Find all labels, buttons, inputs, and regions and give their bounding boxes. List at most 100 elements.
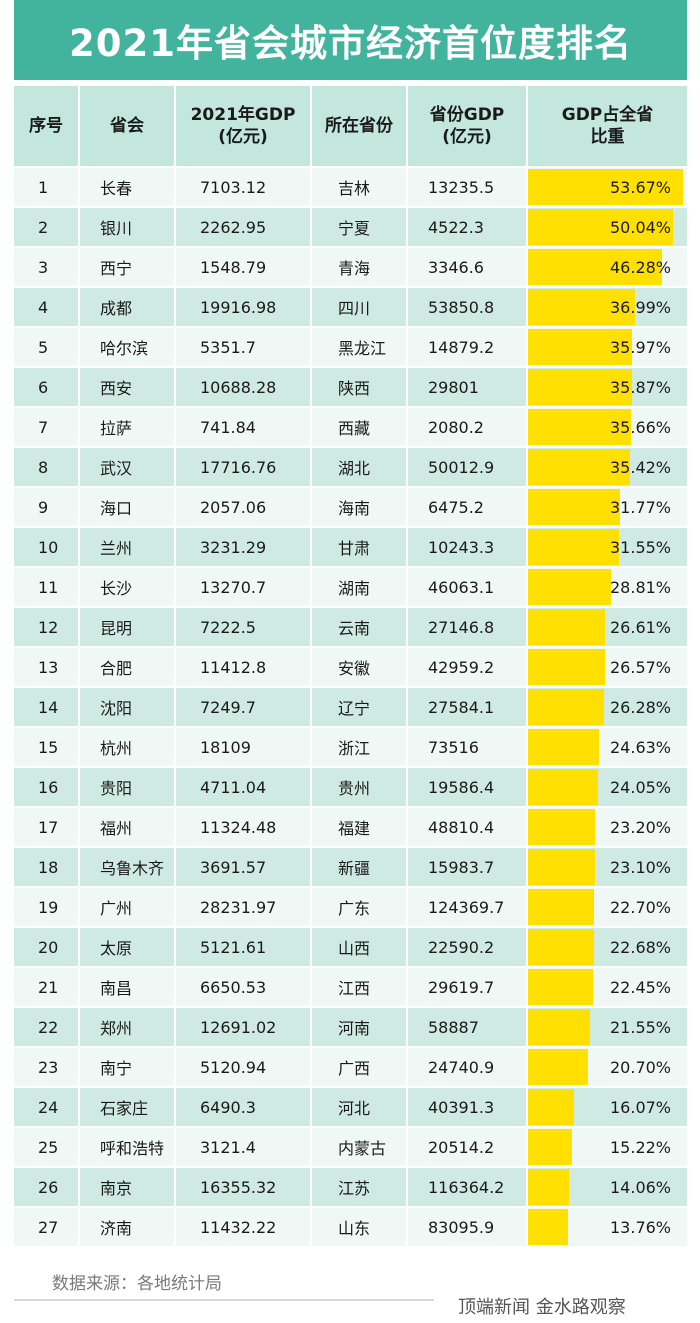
row-province: 内蒙古 xyxy=(312,1128,408,1166)
row-rank: 2 xyxy=(14,208,80,246)
footer: 数据来源：各地统计局 顶端新闻 金水路观察 xyxy=(14,1253,687,1323)
share-bar xyxy=(528,1169,569,1205)
row-city: 长春 xyxy=(80,168,176,206)
table-row: 22 郑州 12691.02 河南 58887 21.55% xyxy=(14,1006,687,1046)
share-bar xyxy=(528,209,673,245)
table-row: 18 乌鲁木齐 3691.57 新疆 15983.7 23.10% xyxy=(14,846,687,886)
title-bar: 2021年省会城市经济首位度排名 xyxy=(14,0,687,80)
row-share: 21.55% xyxy=(528,1008,687,1046)
share-value: 20.70% xyxy=(610,1057,672,1077)
row-share: 23.10% xyxy=(528,848,687,886)
table-row: 21 南昌 6650.53 江西 29619.7 22.45% xyxy=(14,966,687,1006)
row-province-gdp: 27146.8 xyxy=(408,608,528,646)
row-province: 浙江 xyxy=(312,728,408,766)
row-city: 福州 xyxy=(80,808,176,846)
row-rank: 16 xyxy=(14,768,80,806)
row-city: 拉萨 xyxy=(80,408,176,446)
share-value: 26.61% xyxy=(610,617,672,637)
table-row: 6 西安 10688.28 陕西 29801 35.87% xyxy=(14,366,687,406)
row-city-gdp: 6490.3 xyxy=(176,1088,312,1126)
row-city: 沈阳 xyxy=(80,688,176,726)
share-value: 46.28% xyxy=(610,257,672,277)
row-city: 呼和浩特 xyxy=(80,1128,176,1166)
row-share: 24.63% xyxy=(528,728,687,766)
row-city-gdp: 17716.76 xyxy=(176,448,312,486)
row-province: 陕西 xyxy=(312,368,408,406)
share-bar xyxy=(528,529,619,565)
row-city-gdp: 7222.5 xyxy=(176,608,312,646)
row-province-gdp: 73516 xyxy=(408,728,528,766)
row-rank: 12 xyxy=(14,608,80,646)
row-city-gdp: 5351.7 xyxy=(176,328,312,366)
row-rank: 9 xyxy=(14,488,80,526)
row-share: 22.68% xyxy=(528,928,687,966)
share-value: 35.87% xyxy=(610,377,672,397)
row-share: 26.28% xyxy=(528,688,687,726)
row-share: 31.77% xyxy=(528,488,687,526)
row-share: 22.45% xyxy=(528,968,687,1006)
row-province-gdp: 29801 xyxy=(408,368,528,406)
share-value: 50.04% xyxy=(610,217,672,237)
table-row: 19 广州 28231.97 广东 124369.7 22.70% xyxy=(14,886,687,926)
row-province-gdp: 58887 xyxy=(408,1008,528,1046)
row-rank: 19 xyxy=(14,888,80,926)
row-province-gdp: 24740.9 xyxy=(408,1048,528,1086)
row-city: 石家庄 xyxy=(80,1088,176,1126)
share-value: 28.81% xyxy=(610,577,672,597)
row-rank: 22 xyxy=(14,1008,80,1046)
row-city-gdp: 13270.7 xyxy=(176,568,312,606)
row-city-gdp: 11324.48 xyxy=(176,808,312,846)
table-row: 26 南京 16355.32 江苏 116364.2 14.06% xyxy=(14,1166,687,1206)
share-bar xyxy=(528,809,595,845)
footer-credit: 顶端新闻 金水路观察 xyxy=(458,1297,626,1318)
row-province-gdp: 48810.4 xyxy=(408,808,528,846)
row-province: 青海 xyxy=(312,248,408,286)
row-province: 宁夏 xyxy=(312,208,408,246)
row-share: 35.97% xyxy=(528,328,687,366)
row-province-gdp: 116364.2 xyxy=(408,1168,528,1206)
row-city-gdp: 10688.28 xyxy=(176,368,312,406)
table-row: 15 杭州 18109 浙江 73516 24.63% xyxy=(14,726,687,766)
share-bar xyxy=(528,169,683,205)
row-city: 南昌 xyxy=(80,968,176,1006)
footer-divider xyxy=(14,1299,434,1301)
share-value: 22.68% xyxy=(610,937,672,957)
row-province: 甘肃 xyxy=(312,528,408,566)
share-bar xyxy=(528,769,598,805)
row-share: 20.70% xyxy=(528,1048,687,1086)
share-value: 15.22% xyxy=(610,1137,672,1157)
share-bar xyxy=(528,929,594,965)
row-province: 吉林 xyxy=(312,168,408,206)
row-province-gdp: 29619.7 xyxy=(408,968,528,1006)
row-rank: 15 xyxy=(14,728,80,766)
row-province: 安徽 xyxy=(312,648,408,686)
page-title: 2021年省会城市经济首位度排名 xyxy=(69,22,632,65)
row-city-gdp: 2057.06 xyxy=(176,488,312,526)
row-province-gdp: 15983.7 xyxy=(408,848,528,886)
row-province-gdp: 13235.5 xyxy=(408,168,528,206)
share-bar xyxy=(528,249,662,285)
share-value: 35.66% xyxy=(610,417,672,437)
share-value: 26.57% xyxy=(610,657,672,677)
row-share: 15.22% xyxy=(528,1128,687,1166)
share-bar xyxy=(528,889,594,925)
table-row: 5 哈尔滨 5351.7 黑龙江 14879.2 35.97% xyxy=(14,326,687,366)
row-city-gdp: 19916.98 xyxy=(176,288,312,326)
share-value: 21.55% xyxy=(610,1017,672,1037)
table-row: 13 合肥 11412.8 安徽 42959.2 26.57% xyxy=(14,646,687,686)
row-city-gdp: 7249.7 xyxy=(176,688,312,726)
share-bar xyxy=(528,1049,588,1085)
row-province: 辽宁 xyxy=(312,688,408,726)
row-rank: 26 xyxy=(14,1168,80,1206)
share-value: 31.55% xyxy=(610,537,672,557)
row-city-gdp: 18109 xyxy=(176,728,312,766)
row-share: 35.87% xyxy=(528,368,687,406)
row-province: 湖北 xyxy=(312,448,408,486)
row-city-gdp: 11412.8 xyxy=(176,648,312,686)
share-value: 23.20% xyxy=(610,817,672,837)
row-province-gdp: 42959.2 xyxy=(408,648,528,686)
row-city-gdp: 28231.97 xyxy=(176,888,312,926)
row-province: 山东 xyxy=(312,1208,408,1246)
share-bar xyxy=(528,1089,574,1125)
header-city-gdp: 2021年GDP (亿元) xyxy=(176,86,312,166)
